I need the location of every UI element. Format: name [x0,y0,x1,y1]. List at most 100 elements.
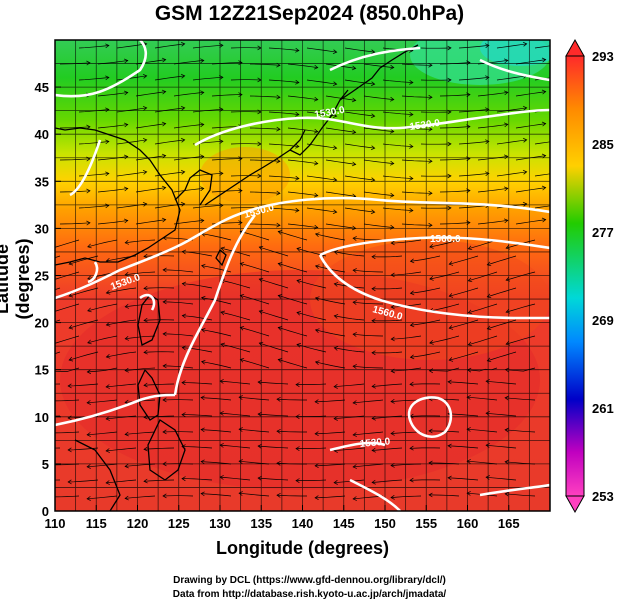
streamline-arrowhead [371,350,376,356]
y-tick-label: 35 [35,174,49,189]
streamline [467,428,498,433]
streamline [448,413,479,417]
streamline [116,139,147,145]
streamline [344,175,375,181]
streamline-arrowhead [238,491,243,496]
streamline [353,365,384,369]
streamline-arrowhead [276,158,281,164]
streamline-arrowhead [201,263,206,269]
streamline-arrowhead [503,122,509,128]
streamline-arrowhead [352,300,357,305]
streamline-arrowhead [370,81,376,87]
streamline-arrowhead [371,383,376,389]
streamline-arrowhead [257,379,262,385]
colorbar-label: 293 [592,49,614,64]
x-tick-label: 110 [45,516,66,531]
streamline-arrowhead [390,224,395,230]
streamline-arrowhead [239,357,245,363]
streamline-arrowhead [105,139,110,145]
streamline [296,344,327,353]
streamline [334,383,365,388]
streamline-arrowhead [371,447,376,453]
streamline-arrowhead [333,282,339,287]
colorbar-label: 277 [592,225,614,240]
streamline-arrowhead [143,382,148,388]
streamline-arrowhead [180,105,186,111]
streamline [439,222,471,225]
streamline-arrowhead [200,491,205,497]
streamline-arrowhead [541,89,547,95]
streamline [315,297,346,305]
streamline-arrowhead [541,185,547,191]
streamline [97,92,128,97]
streamline [182,251,213,257]
streamline [449,351,479,361]
streamline-arrowhead [352,268,357,273]
streamline-arrowhead [409,112,414,117]
y-tick-label: 0 [42,504,49,519]
streamline [106,415,137,420]
streamline [371,287,403,290]
streamline [276,430,307,433]
streamline [382,143,413,147]
streamline-arrowhead [503,154,509,160]
streamline-arrowhead [313,224,319,230]
streamline-arrowhead [503,218,509,224]
streamline [192,108,223,113]
streamline [220,247,251,257]
streamline [477,220,508,225]
y-tick-label: 10 [35,410,49,425]
streamline-arrowhead [161,57,167,63]
streamline-arrowhead [505,340,511,346]
streamline-arrowhead [220,246,226,252]
streamline-arrowhead [105,416,110,421]
streamline [125,271,156,276]
streamline-arrowhead [504,395,509,401]
streamline [258,445,289,449]
streamline-arrowhead [332,177,338,183]
streamline-arrowhead [123,154,129,160]
credit-line-2: Data from http://database.rish.kyoto-u.a… [172,589,447,600]
streamline [515,91,546,97]
streamline [306,47,337,53]
streamline-arrowhead [295,175,300,181]
streamline [268,175,299,179]
streamline [353,269,384,273]
streamline-arrowhead [219,171,224,176]
streamline-arrowhead [332,113,338,119]
streamline-arrowhead [105,322,111,327]
streamline-arrowhead [161,185,167,191]
streamline [515,187,546,193]
streamline [87,399,118,404]
streamline-arrowhead [257,45,262,51]
streamline [97,220,128,225]
streamline [173,188,204,193]
streamline [249,95,281,98]
streamline [496,107,527,113]
streamline-arrowhead [313,128,319,134]
streamline [182,283,213,289]
streamline [458,76,489,81]
streamline [106,479,137,484]
streamline-arrowhead [123,218,129,224]
streamline [220,343,251,353]
streamline-arrowhead [124,367,129,373]
y-axis-label: Latitude (degrees) [0,238,33,320]
streamline [344,47,375,53]
streamline [428,462,460,465]
streamline-arrowhead [467,309,473,315]
streamline-arrowhead [67,415,72,421]
streamline-arrowhead [466,124,471,130]
streamline [382,79,413,83]
streamline [401,63,433,66]
streamline-arrowhead [201,327,206,333]
streamline-arrowhead [123,90,129,96]
streamline-arrowhead [466,427,471,432]
streamline [240,327,270,337]
streamline [258,477,289,481]
streamline-arrowhead [486,293,492,299]
streamline [429,271,460,280]
streamline-arrowhead [428,190,433,196]
streamline-arrowhead [105,448,110,453]
streamline-arrowhead [49,463,52,467]
